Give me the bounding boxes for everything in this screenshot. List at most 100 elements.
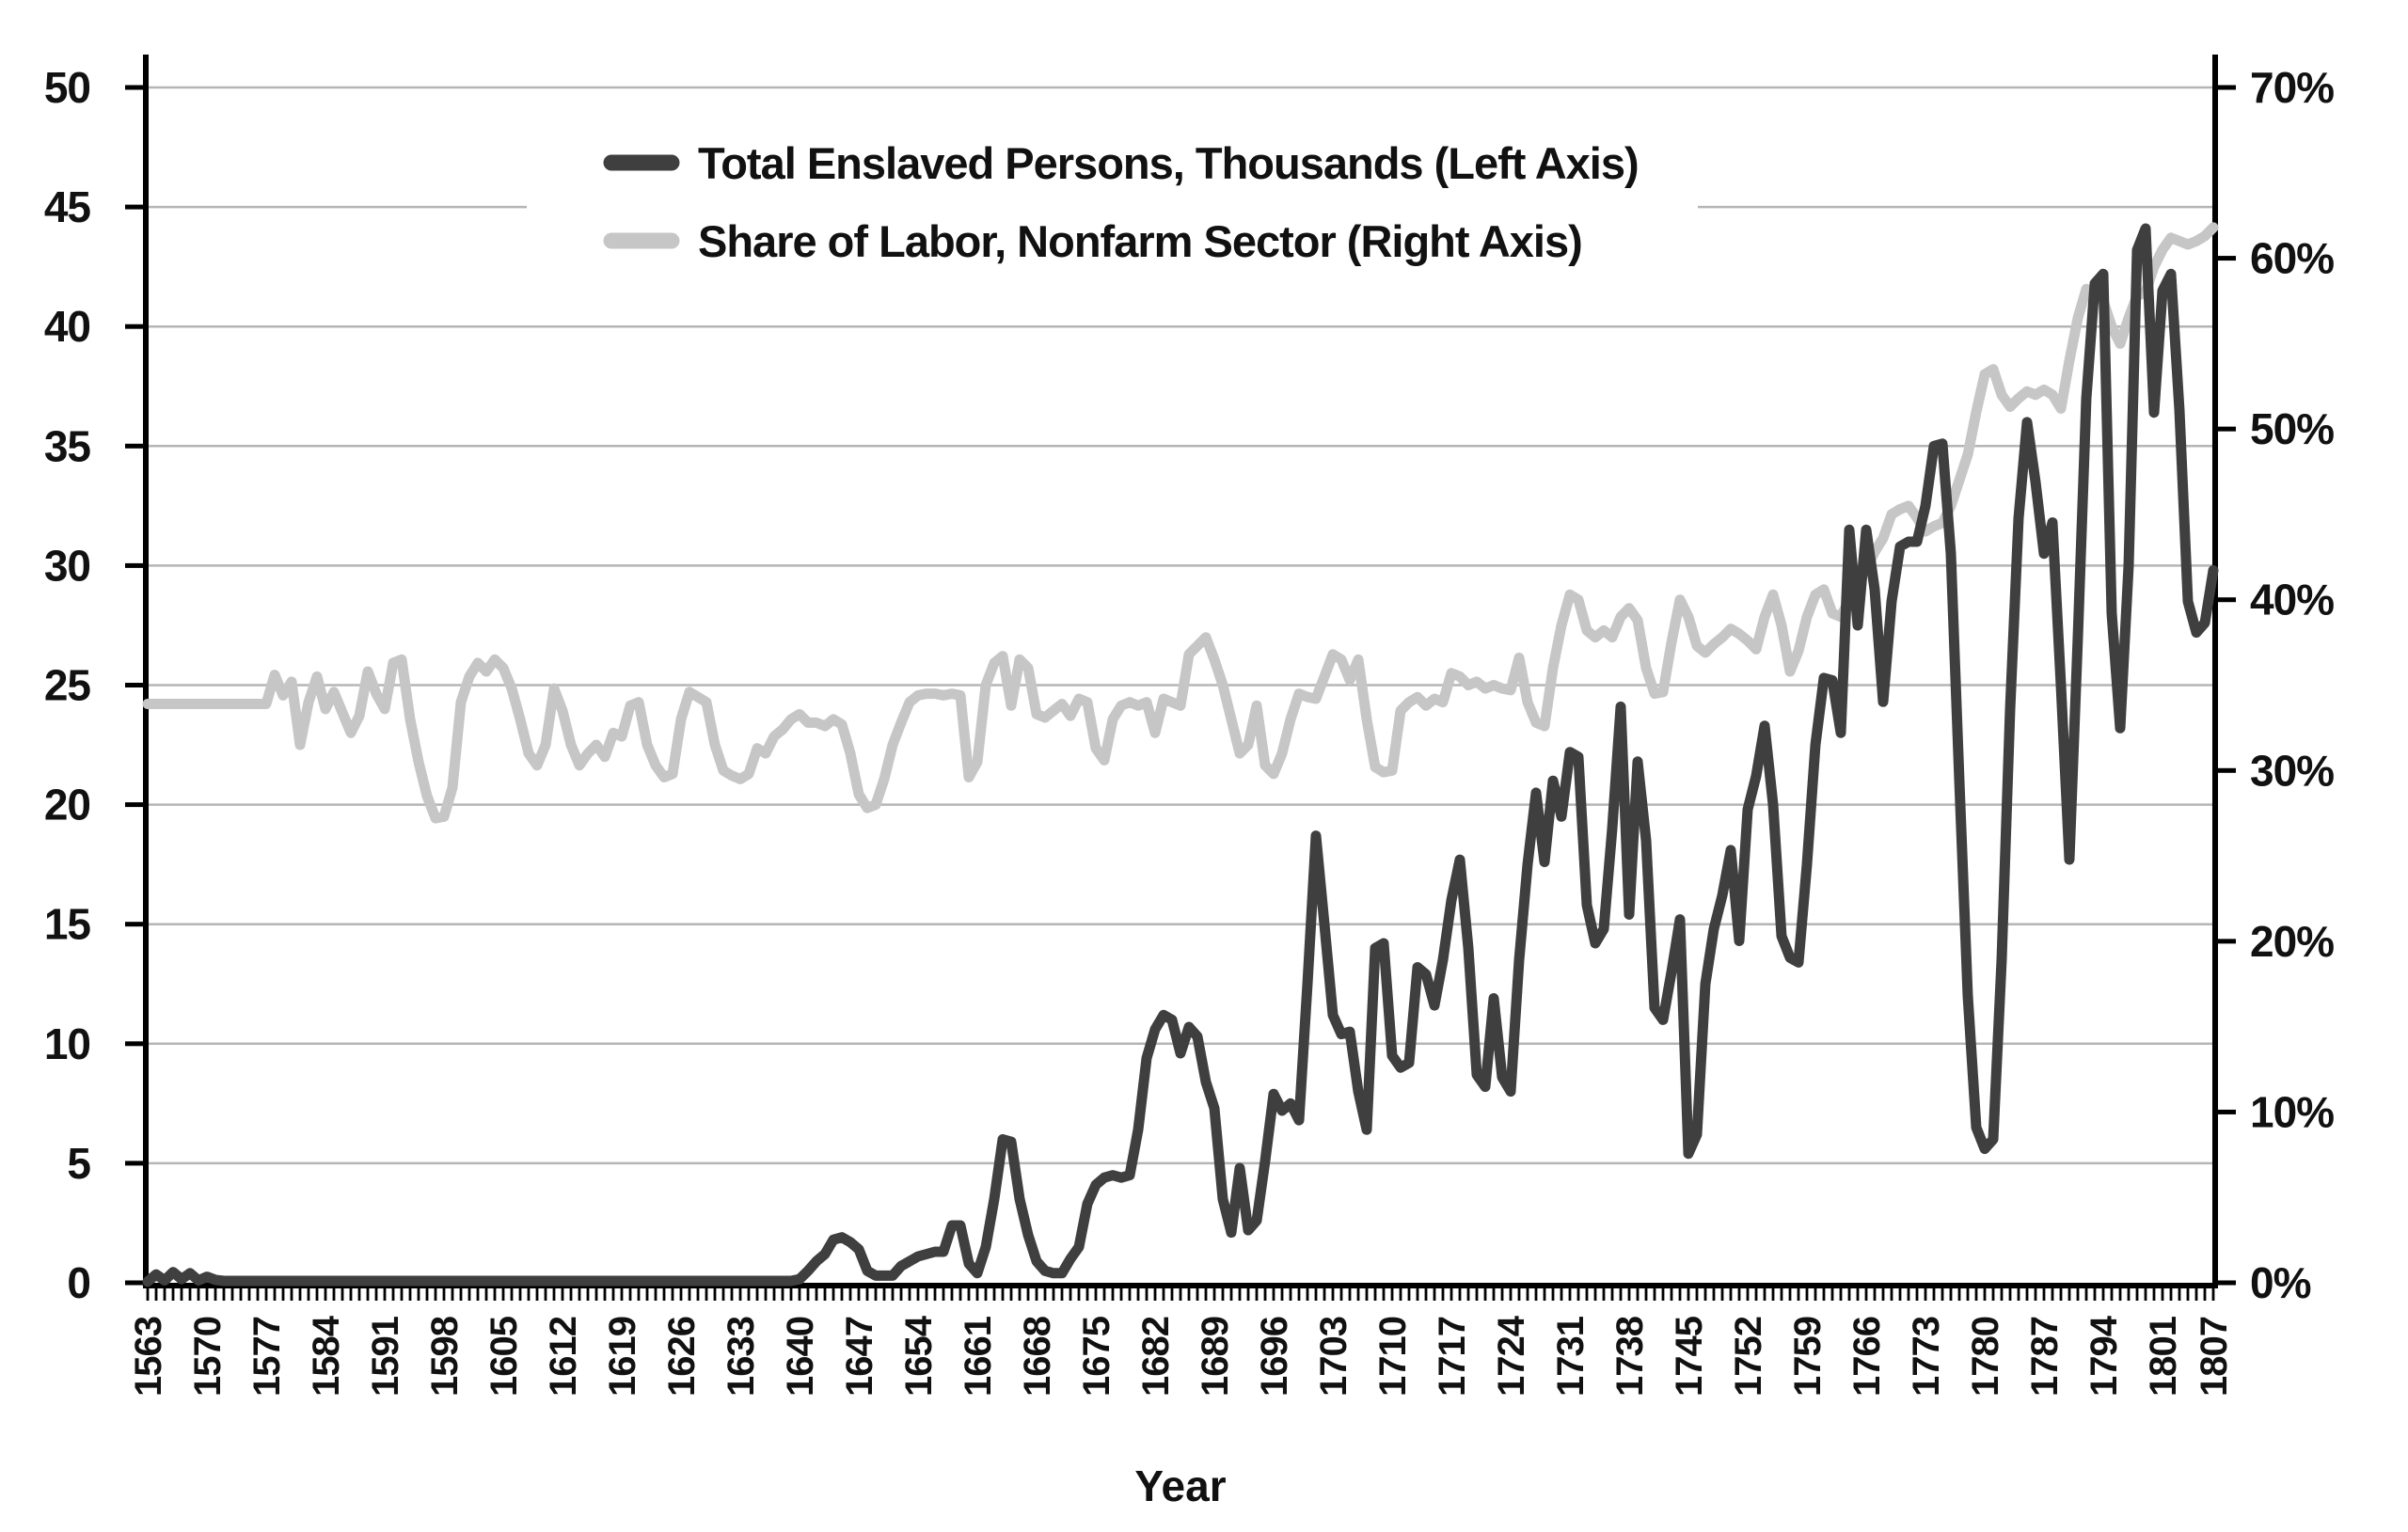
x-axis-tick-label: 1738: [1609, 1316, 1651, 1397]
x-axis-tick-label: 1584: [306, 1315, 347, 1397]
x-year-tick: [180, 1288, 183, 1301]
chart-generated-layer: 0 5 10 15 20 25 30 35 40 45 50 0% 10% 20% 30% 40% 50% 60%…: [44, 55, 2335, 1397]
x-year-tick: [1509, 1288, 1513, 1301]
left-axis-tick-label: 10: [44, 1019, 90, 1068]
x-year-tick: [1966, 1288, 1970, 1301]
x-year-tick: [1060, 1288, 1064, 1301]
left-axis-tick-label: 25: [44, 661, 91, 710]
x-year-tick: [975, 1288, 979, 1301]
x-year-tick: [442, 1288, 446, 1301]
x-year-tick: [1661, 1288, 1665, 1301]
x-year-tick: [2194, 1288, 2198, 1301]
x-year-tick: [1407, 1288, 1411, 1301]
x-year-tick: [1035, 1288, 1038, 1301]
x-year-tick: [1695, 1288, 1699, 1301]
x-year-tick: [434, 1288, 437, 1301]
x-year-tick: [1119, 1288, 1123, 1301]
x-axis-tick-label: 1682: [1135, 1317, 1177, 1397]
x-year-tick: [992, 1288, 996, 1301]
right-axis-tick: [2215, 767, 2236, 773]
x-year-tick: [1627, 1288, 1631, 1301]
x-year-tick: [1077, 1288, 1081, 1301]
x-year-tick: [1238, 1288, 1242, 1301]
x-year-tick: [2101, 1288, 2105, 1301]
x-axis-tick-label: 1703: [1313, 1317, 1354, 1397]
x-year-tick: [1644, 1288, 1648, 1301]
left-axis-tick: [125, 562, 146, 568]
x-year-tick: [1331, 1288, 1335, 1301]
x-year-tick: [1703, 1288, 1707, 1301]
x-axis-tick-label: 1745: [1669, 1316, 1710, 1397]
x-year-tick: [662, 1288, 666, 1301]
x-year-tick: [1941, 1288, 1944, 1301]
x-axis-tick-label: 1787: [2024, 1317, 2066, 1397]
x-year-tick: [349, 1288, 353, 1301]
x-year-tick: [1339, 1288, 1343, 1301]
right-axis-tick: [2215, 939, 2236, 944]
x-year-tick: [713, 1288, 717, 1301]
x-year-tick: [942, 1288, 945, 1301]
x-year-tick: [1873, 1288, 1877, 1301]
x-year-tick: [1805, 1288, 1809, 1301]
x-year-tick: [1128, 1288, 1132, 1301]
x-year-tick: [2186, 1288, 2190, 1301]
x-year-tick: [603, 1288, 607, 1301]
x-year-tick: [1720, 1288, 1724, 1301]
x-year-tick: [1094, 1288, 1098, 1301]
x-year-tick: [2127, 1288, 2131, 1301]
right-axis-tick: [2215, 85, 2236, 90]
x-axis-tick-label: 1766: [1846, 1317, 1888, 1397]
x-year-tick: [154, 1288, 158, 1301]
x-year-tick: [1297, 1288, 1301, 1301]
x-year-tick: [383, 1288, 387, 1301]
x-axis-tick-label: 1619: [602, 1317, 643, 1397]
x-year-tick: [1814, 1288, 1817, 1301]
x-year-tick: [1636, 1288, 1640, 1301]
x-year-tick: [1746, 1288, 1750, 1301]
x-year-tick: [1483, 1288, 1487, 1301]
x-year-tick: [2051, 1288, 2054, 1301]
left-axis-tick: [125, 802, 146, 808]
x-year-tick: [611, 1288, 615, 1301]
x-year-tick: [950, 1288, 954, 1301]
x-axis-tick-label: 1759: [1787, 1317, 1829, 1397]
x-year-tick: [620, 1288, 624, 1301]
x-year-tick: [484, 1288, 488, 1301]
x-year-tick: [798, 1288, 801, 1301]
x-year-tick: [307, 1288, 310, 1301]
x-year-tick: [1881, 1288, 1885, 1301]
x-year-tick: [832, 1288, 835, 1301]
x-year-tick: [2034, 1288, 2037, 1301]
x-year-tick: [569, 1288, 573, 1301]
x-year-tick: [459, 1288, 463, 1301]
x-year-tick: [823, 1288, 827, 1301]
x-axis-tick-label: 1570: [187, 1317, 229, 1397]
x-year-tick: [1822, 1288, 1826, 1301]
x-year-tick: [891, 1288, 895, 1301]
x-axis-tick-label: 1807: [2194, 1317, 2235, 1397]
legend-label-share-of-labor: Share of Labor, Nonfarm Sector (Right Ax…: [698, 216, 1582, 266]
legend: Total Enslaved Persons, Thousands (Left …: [603, 138, 1640, 266]
x-year-tick: [1619, 1288, 1623, 1301]
x-year-tick: [2067, 1288, 2071, 1301]
x-year-tick: [1678, 1288, 1682, 1301]
right-axis-tick-label: 70%: [2250, 63, 2334, 112]
x-year-tick: [1585, 1288, 1589, 1301]
right-axis-tick: [2215, 1280, 2236, 1286]
x-year-tick: [1534, 1288, 1538, 1301]
x-year-tick: [1069, 1288, 1072, 1301]
x-year-tick: [840, 1288, 844, 1301]
x-year-tick: [1991, 1288, 1995, 1301]
x-year-tick: [1204, 1288, 1208, 1301]
x-year-tick: [476, 1288, 480, 1301]
x-year-tick: [781, 1288, 784, 1301]
x-year-tick: [230, 1288, 234, 1301]
x-axis-tick-label: 1675: [1076, 1316, 1117, 1397]
x-axis-tick-label: 1801: [2143, 1316, 2184, 1397]
x-year-tick: [1983, 1288, 1987, 1301]
x-axis-tick-label: 1717: [1432, 1317, 1473, 1397]
x-year-tick: [1949, 1288, 1953, 1301]
x-year-tick: [290, 1288, 293, 1301]
x-year-tick: [1576, 1288, 1580, 1301]
x-axis-line: [143, 1283, 2218, 1288]
